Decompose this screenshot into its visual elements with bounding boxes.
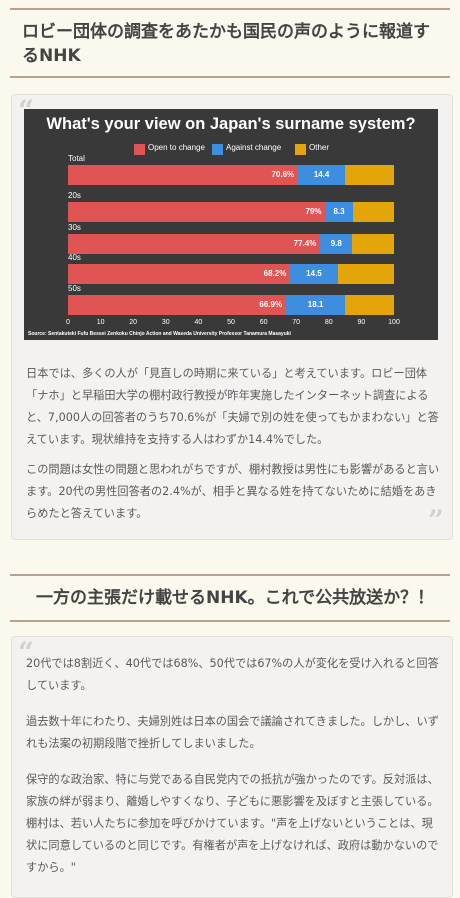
bar-value-label: 14.5 xyxy=(306,269,322,278)
paragraph: 過去数十年にわたり、夫婦別姓は日本の国会で議論されてきました。しかし、いずれも法… xyxy=(26,715,439,750)
bar-segment xyxy=(68,264,291,284)
bar-segment xyxy=(352,202,394,222)
open-quote-icon: “ xyxy=(18,636,35,669)
x-tick-label: 20 xyxy=(129,319,138,326)
category-label: Total xyxy=(68,154,85,163)
paragraph: この問題は女性の問題と思われがちですが、棚村教授は男性にも影響があると言います。… xyxy=(26,463,440,520)
x-tick-label: 80 xyxy=(324,319,333,326)
bar-segment xyxy=(352,234,394,254)
x-tick-label: 30 xyxy=(161,319,170,326)
bar-segment xyxy=(68,295,287,315)
bar-value-label: 8.3 xyxy=(333,207,345,216)
legend-label: Other xyxy=(309,143,330,152)
x-tick-label: 60 xyxy=(259,319,268,326)
bar-value-label: 77.4% xyxy=(293,239,317,248)
category-label: 30s xyxy=(68,223,81,232)
bar-segment xyxy=(290,264,338,284)
bar-segment xyxy=(286,295,346,315)
chart-source: Source: Sentakuteki Fufu Bessei Zenkoku … xyxy=(28,331,291,337)
paragraph: 日本では、多くの人が「見直しの時期に来ている」と考えています。ロビー団体「ナホ」… xyxy=(26,367,439,446)
bar-segment xyxy=(345,295,394,315)
close-quote-icon: ” xyxy=(427,504,444,537)
bar-value-label: 79% xyxy=(305,207,322,216)
section-heading-2-text: 一方の主張だけ載せるNHK。これで公共放送か？！ xyxy=(36,588,435,608)
bar-segment xyxy=(337,264,394,284)
bar-segment xyxy=(298,165,346,185)
bar-segment xyxy=(68,234,321,254)
bar-value-label: 66.9% xyxy=(259,300,283,309)
section-heading-2: 一方の主張だけ載せるNHK。これで公共放送か？！ xyxy=(10,574,450,622)
category-label: 20s xyxy=(68,191,81,200)
x-tick-label: 10 xyxy=(96,319,105,326)
bar-segment xyxy=(68,202,326,222)
bar-segment xyxy=(68,165,299,185)
section-heading-1-text: ロビー団体の調査をあたかも国民の声のように報道するNHK xyxy=(22,22,430,66)
section-heading-1: ロビー団体の調査をあたかも国民の声のように報道するNHK xyxy=(10,8,450,78)
x-tick-label: 100 xyxy=(388,319,400,326)
legend-label: Against change xyxy=(226,143,282,152)
legend-swatch xyxy=(295,144,306,155)
x-tick-label: 90 xyxy=(357,319,366,326)
bar-segment xyxy=(345,165,394,185)
legend-label: Open to change xyxy=(148,143,205,152)
x-tick-label: 40 xyxy=(194,319,203,326)
chart-title: What's your view on Japan's surname syst… xyxy=(46,115,416,133)
blockquote-2: “ 20代では8割近く、40代では68%、50代では67%の人が変化を受け入れる… xyxy=(11,636,453,898)
bar-value-label: 9.8 xyxy=(330,239,342,248)
bar-value-label: 18.1 xyxy=(307,300,324,309)
x-tick-label: 50 xyxy=(227,319,235,326)
legend-swatch xyxy=(212,144,223,155)
x-tick-label: 70 xyxy=(292,319,301,326)
bar-value-label: 70.6% xyxy=(271,170,295,179)
paragraph: 20代では8割近く、40代では68%、50代では67%の人が変化を受け入れると回… xyxy=(26,657,439,692)
x-tick-label: 0 xyxy=(66,319,70,326)
category-label: 40s xyxy=(68,253,81,262)
surname-system-chart: What's your view on Japan's surname syst… xyxy=(24,109,438,340)
category-label: 50s xyxy=(68,284,81,293)
legend-swatch xyxy=(134,144,145,155)
bar-segment xyxy=(320,234,353,254)
bar-value-label: 68.2% xyxy=(263,269,287,278)
bar-segment xyxy=(325,202,353,222)
bar-value-label: 14.4 xyxy=(313,170,330,179)
paragraph: 保守的な政治家、特に与党である自民党内での抵抗が強かったのです。反対派は、家族の… xyxy=(26,773,439,874)
